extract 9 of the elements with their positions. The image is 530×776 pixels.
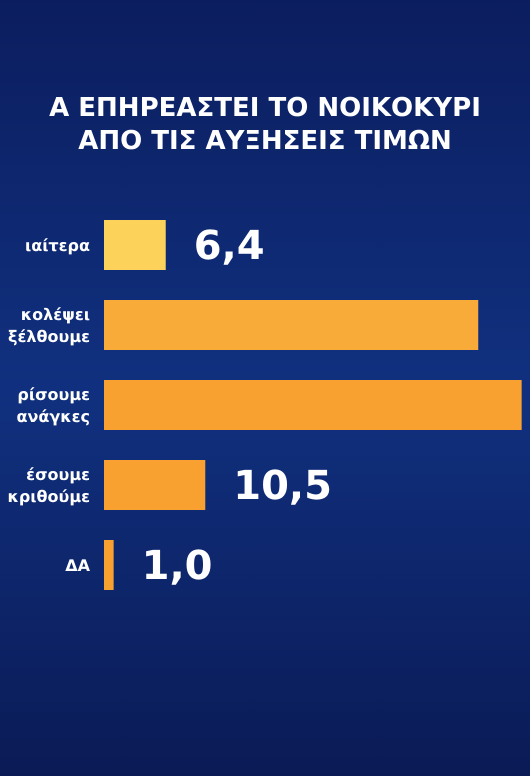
data-label: 1,0	[142, 543, 213, 589]
y-tick-label: έσουμε κριθούμε	[7, 465, 90, 506]
y-tick-label: κολέψει ξέλθουμε	[8, 305, 90, 346]
y-tick-label: ΔΑ	[65, 556, 91, 575]
data-label: 10,5	[233, 463, 332, 509]
y-tick-label: ρίσουμε ανάγκες	[16, 385, 90, 426]
data-label: 6,4	[194, 223, 265, 269]
y-tick-label: ιαίτερα	[24, 236, 90, 255]
chart-title: Α ΕΠΗΡΕΑΣΤΕΙ ΤΟ ΝΟΙΚΟΚΥΡΙ ΑΠΟ ΤΙΣ ΑΥΞΗΣΕΙΣ ΤΙΜΩΝ	[48, 92, 482, 158]
